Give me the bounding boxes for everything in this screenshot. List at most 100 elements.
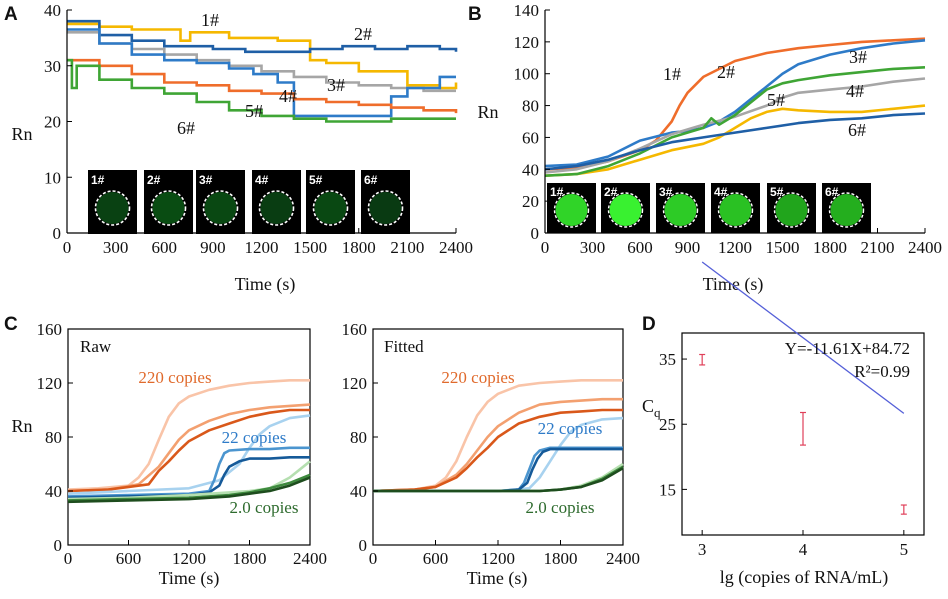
panel-b-thumbnail-ring — [828, 192, 865, 228]
panel-a-thumbnail-label: 1# — [91, 173, 105, 187]
panel-d: D 3 4 5 15 25 35 Y=-11.61X+84.72 R²=0.99 lg (… — [642, 261, 925, 588]
panel-c-raw-ylabel: Rn — [11, 416, 32, 436]
panel-c-raw-series — [67, 379, 311, 504]
panel-a-y-tick-label: 40 — [44, 1, 61, 20]
panel-c-fitted-box-label: Fitted — [384, 337, 424, 356]
panel-d-x-tick-label: 4 — [799, 540, 808, 559]
panel-c-fitted-y-tick-label: 80 — [350, 428, 367, 447]
panel-a-thumbnail-ring — [202, 190, 239, 226]
panel-b-y-tick-label: 80 — [522, 97, 539, 116]
panel-a-x-tick-label: 0 — [63, 238, 72, 257]
panel-b-series-labels: 1# 2# 3# 4# 5# 6# — [663, 47, 867, 140]
panel-d-equation: Y=-11.61X+84.72 — [785, 339, 910, 358]
panel-c-raw-label-22: 22 copies — [222, 428, 287, 447]
panel-b-thumbnail-label: 6# — [825, 185, 839, 199]
panel-d-y-tick-label: 25 — [659, 415, 676, 434]
panel-c-raw-x-tick-label: 2400 — [293, 549, 327, 568]
panel-b-series-4 — [544, 104, 926, 177]
panel-b-y-tick-label: 20 — [522, 192, 539, 211]
panel-b: B 1# 2# 3# 4# 5# 6# 0 300 600 900 1200 1500 1800 210… — [468, 1, 942, 295]
panel-b-series-5 — [544, 66, 926, 177]
panel-c-raw-x-tick-label: 1800 — [233, 549, 267, 568]
panel-a-x-tick-label: 600 — [152, 238, 178, 257]
panel-d-axes: 3 4 5 15 25 35 — [659, 350, 908, 559]
panel-b-thumbnail-6: 6# — [822, 183, 871, 233]
panel-b-thumbnails: 1# 2# 3# 4# 5# 6# — [547, 183, 871, 233]
panel-a-thumbnail-label: 4# — [255, 173, 269, 187]
panel-b-label-6: 6# — [848, 120, 866, 140]
panel-b-x-tick-label: 0 — [541, 238, 550, 257]
panel-d-point-2 — [800, 411, 806, 446]
panel-c-fitted-y-tick-label: 120 — [342, 374, 368, 393]
panel-c-raw-box-label: Raw — [80, 337, 112, 356]
panel-c-fitted-x-tick-label: 600 — [423, 549, 449, 568]
panel-b-x-tick-label: 1500 — [766, 238, 800, 257]
panel-c-fitted-series-1 — [372, 379, 623, 493]
panel-a-label-2: 2# — [354, 24, 372, 44]
panel-c-raw-series-4 — [67, 414, 311, 495]
panel-a-thumbnail-ring — [94, 190, 131, 226]
panel-a-x-tick-label: 2100 — [390, 238, 424, 257]
panel-c-raw-series-7 — [67, 460, 311, 501]
panel-c-raw-x-tick-label: 0 — [64, 549, 73, 568]
panel-b-axes: 0 300 600 900 1200 1500 1800 2100 2400 0 20 40 60 80 1… — [514, 1, 943, 257]
panel-d-y-tick-label: 35 — [659, 350, 676, 369]
panel-c-raw-y-tick-label: 80 — [45, 428, 62, 447]
panel-b-thumbnail-label: 3# — [659, 185, 673, 199]
panel-b-series-6 — [544, 112, 926, 171]
panel-a-y-tick-label: 20 — [44, 113, 61, 132]
panel-b-x-tick-label: 2400 — [908, 238, 942, 257]
panel-b-thumbnail-4: 4# — [711, 183, 760, 233]
panel-a-series-6 — [67, 58, 456, 123]
panel-b-x-tick-label: 1200 — [718, 238, 752, 257]
panel-c-raw-label-220: 220 copies — [138, 368, 211, 387]
panel-a-axes: 0 300 600 900 1200 1500 1800 2100 2400 0 10 20 30 40 — [44, 1, 473, 257]
panel-c-raw-label-2: 2.0 copies — [230, 498, 299, 517]
panel-b-series-2 — [544, 39, 926, 168]
panel-b-thumbnail-ring — [662, 192, 699, 228]
panel-b-series-1 — [544, 37, 926, 171]
panel-b-y-tick-label: 120 — [514, 33, 540, 52]
panel-b-label-4: 4# — [846, 81, 864, 101]
panel-c-raw-series-1 — [67, 379, 310, 491]
panel-b-thumbnail-2: 2# — [601, 183, 650, 233]
panel-a-thumbnail-1: 1# — [88, 170, 137, 234]
panel-a-thumbnail-4: 4# — [252, 170, 301, 234]
panel-b-label-1: 1# — [663, 64, 681, 84]
panel-a-x-tick-label: 300 — [103, 238, 129, 257]
panel-c-raw-series-5 — [67, 446, 310, 498]
panel-d-y-tick-label: 15 — [659, 480, 676, 499]
panel-c-fitted-xlabel: Time (s) — [467, 568, 528, 589]
panel-b-label-5: 5# — [767, 90, 785, 110]
panel-c-fitted-series-8 — [373, 465, 624, 493]
panel-d-x-tick-label: 5 — [900, 540, 909, 559]
panel-c-raw-axes: 0 600 1200 1800 2400 0 40 80 120 160 — [37, 320, 328, 568]
panel-a-thumbnail-spot — [152, 192, 185, 224]
panel-c-fitted-label-220: 220 copies — [441, 368, 514, 387]
panel-b-thumbnail-ring — [607, 192, 644, 228]
panel-c-fitted: 0 600 1200 1800 2400 0 40 80 120 160 Fitted 220 c… — [342, 320, 641, 589]
panel-b-thumbnail-spot — [555, 194, 588, 226]
panel-a-thumbnail-ring — [150, 190, 187, 226]
panel-b-thumbnail-label: 1# — [550, 185, 564, 199]
panel-a-x-tick-label: 2400 — [439, 238, 473, 257]
panel-b-thumbnail-3: 3# — [656, 183, 705, 233]
panel-a-thumbnail-label: 2# — [147, 173, 161, 187]
panel-b-x-tick-label: 300 — [580, 238, 606, 257]
panel-c-raw: C 0 600 1200 1800 2400 0 40 80 120 160 Raw 220 co… — [4, 314, 327, 589]
panel-a-thumbnails: 1# 2# 3# 4# 5# 6# — [88, 170, 410, 234]
panel-a-x-tick-label: 900 — [200, 238, 226, 257]
panel-a-label-5: 5# — [245, 101, 263, 121]
panel-b-x-tick-label: 600 — [627, 238, 653, 257]
panel-c-raw-y-tick-label: 120 — [37, 374, 63, 393]
panel-a-x-tick-label: 1800 — [342, 238, 376, 257]
panel-d-plot — [699, 261, 907, 515]
panel-b-x-tick-label: 1800 — [813, 238, 847, 257]
panel-a-label-3: 3# — [327, 75, 345, 95]
panel-d-xlabel: lg (copies of RNA/mL) — [720, 567, 888, 588]
panel-d-letter: D — [642, 314, 656, 335]
panel-a-thumbnail-6: 6# — [361, 170, 410, 234]
panel-c-fitted-series-3 — [372, 408, 623, 493]
panel-b-thumbnail-5: 5# — [767, 183, 816, 233]
